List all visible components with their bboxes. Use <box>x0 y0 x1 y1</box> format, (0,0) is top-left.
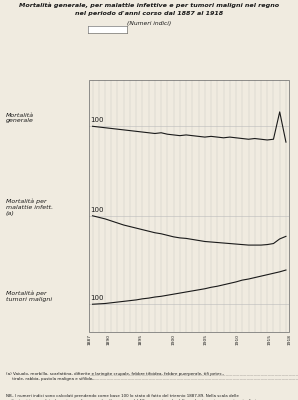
Text: (Numeri indici): (Numeri indici) <box>127 21 171 26</box>
Text: 1890: 1890 <box>107 334 111 345</box>
Text: (a) Vaiuolo, morbillo, scarlattina, difterite e laringite crupale, febbre tifoid: (a) Vaiuolo, morbillo, scarlattina, dift… <box>6 372 224 381</box>
Text: 1915: 1915 <box>268 334 272 345</box>
Text: ————————————————————————————————————————————————————————————: ————————————————————————————————————————… <box>89 373 298 377</box>
Text: Mortalità per
malattie infett.
(a): Mortalità per malattie infett. (a) <box>6 199 53 216</box>
Text: 1887: 1887 <box>87 334 91 345</box>
Text: ————————————————————————————————————————————————————————————: ————————————————————————————————————————… <box>89 377 298 381</box>
Text: 1918: 1918 <box>287 334 291 345</box>
Text: 1905: 1905 <box>203 334 207 345</box>
Text: Mortalità
generale: Mortalità generale <box>6 113 34 124</box>
Text: 1895: 1895 <box>139 334 143 345</box>
Text: Mortalità per
tumori maligni: Mortalità per tumori maligni <box>6 290 52 302</box>
Text: 100: 100 <box>91 207 104 213</box>
Text: 1910: 1910 <box>235 334 240 345</box>
Text: 100: 100 <box>91 295 104 301</box>
Text: NB– I numeri indici sono calcolati prendendo come base 100 lo stato di fatto del: NB– I numeri indici sono calcolati prend… <box>6 394 260 400</box>
Text: 1900: 1900 <box>171 334 175 345</box>
Text: 100: 100 <box>91 117 104 123</box>
Text: nel periodo d'anni corso dal 1887 al 1918: nel periodo d'anni corso dal 1887 al 191… <box>75 11 223 16</box>
Text: Mortalità generale, per malattie infettive e per tumori maligni nel regno: Mortalità generale, per malattie infetti… <box>19 2 279 8</box>
